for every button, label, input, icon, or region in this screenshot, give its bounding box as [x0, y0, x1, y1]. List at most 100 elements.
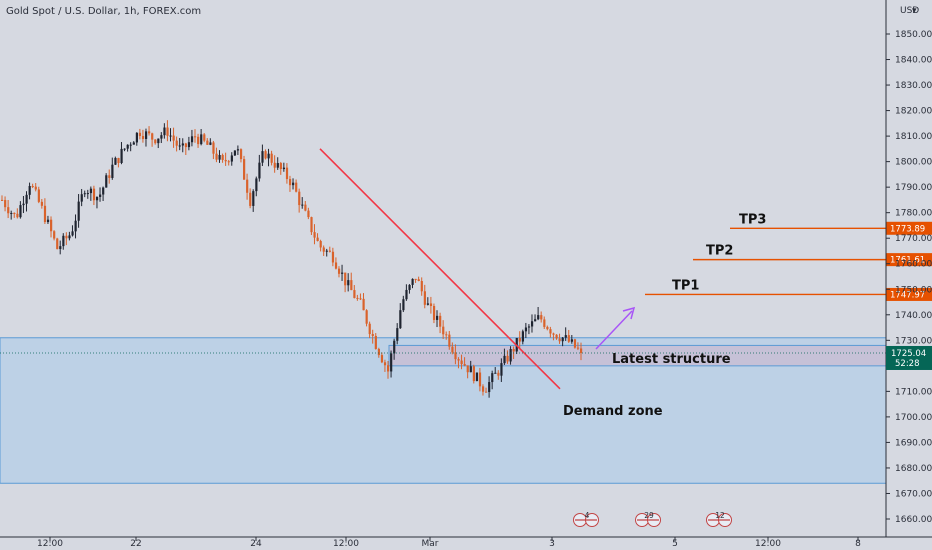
candle-body[interactable]: [573, 339, 577, 348]
candle-body[interactable]: [117, 157, 120, 163]
candle-body[interactable]: [530, 321, 534, 327]
candle-body[interactable]: [540, 315, 543, 320]
candle-body[interactable]: [221, 155, 224, 160]
candle-body[interactable]: [344, 272, 347, 286]
price-tick-label[interactable]: 1770.00: [895, 234, 932, 244]
candle-body[interactable]: [10, 212, 13, 214]
candle-body[interactable]: [509, 349, 512, 362]
candle-body[interactable]: [390, 353, 393, 372]
candle-body[interactable]: [184, 143, 188, 148]
candle-body[interactable]: [380, 355, 384, 363]
candle-body[interactable]: [549, 329, 552, 334]
candle-body[interactable]: [521, 331, 524, 342]
candle-body[interactable]: [31, 186, 34, 188]
candle-body[interactable]: [114, 157, 117, 165]
candle-body[interactable]: [491, 373, 494, 383]
price-tick-label[interactable]: 1700.00: [895, 413, 932, 423]
candle-body[interactable]: [273, 162, 276, 168]
candle-body[interactable]: [454, 352, 457, 360]
time-tick-label[interactable]: 22: [130, 539, 141, 549]
candle-body[interactable]: [555, 334, 558, 339]
price-tick-label[interactable]: 1850.00: [895, 30, 932, 40]
time-tick-label[interactable]: 8: [855, 539, 861, 549]
candle-body[interactable]: [132, 142, 135, 145]
candle-body[interactable]: [40, 201, 44, 206]
candle-body[interactable]: [108, 175, 111, 178]
time-tick-label[interactable]: 3: [549, 539, 555, 549]
economic-event-flag-icon[interactable]: 29: [635, 511, 661, 527]
candle-body[interactable]: [310, 217, 313, 233]
candle-body[interactable]: [203, 134, 206, 141]
candle-body[interactable]: [99, 194, 102, 197]
candle-body[interactable]: [337, 268, 341, 274]
price-tick-label[interactable]: 1670.00: [895, 489, 932, 499]
candle-body[interactable]: [322, 247, 325, 252]
candle-body[interactable]: [442, 326, 445, 335]
candle-body[interactable]: [436, 315, 439, 320]
candle-body[interactable]: [28, 186, 31, 195]
candle-body[interactable]: [279, 163, 282, 170]
candle-body[interactable]: [408, 284, 411, 290]
candle-body[interactable]: [71, 231, 74, 236]
candle-body[interactable]: [362, 298, 365, 311]
candle-body[interactable]: [534, 319, 537, 322]
candle-body[interactable]: [478, 372, 482, 387]
candle-body[interactable]: [439, 315, 442, 327]
candle-body[interactable]: [154, 139, 157, 144]
economic-event-flag-icon[interactable]: 4: [573, 511, 599, 527]
candle-body[interactable]: [148, 131, 151, 134]
candle-body[interactable]: [178, 145, 181, 147]
candle-body[interactable]: [313, 232, 316, 238]
candle-body[interactable]: [224, 159, 227, 162]
candle-body[interactable]: [543, 319, 546, 327]
price-tick-label[interactable]: 1820.00: [895, 107, 932, 117]
candle-body[interactable]: [252, 191, 255, 206]
candle-body[interactable]: [448, 334, 451, 347]
candle-body[interactable]: [371, 334, 374, 336]
candle-body[interactable]: [141, 135, 145, 139]
candle-body[interactable]: [282, 167, 286, 170]
time-tick-label[interactable]: 12:00: [37, 539, 63, 549]
candle-body[interactable]: [304, 204, 307, 211]
price-tick-label[interactable]: 1740.00: [895, 311, 932, 321]
candle-body[interactable]: [552, 333, 555, 335]
candle-body[interactable]: [429, 303, 433, 307]
candle-body[interactable]: [166, 127, 169, 136]
time-tick-label[interactable]: Mar: [422, 539, 439, 549]
candle-body[interactable]: [497, 372, 500, 376]
candle-body[interactable]: [445, 334, 448, 336]
currency-label[interactable]: USD: [900, 6, 919, 16]
candle-body[interactable]: [13, 212, 16, 214]
candle-body[interactable]: [500, 363, 503, 376]
candle-body[interactable]: [564, 335, 567, 338]
candle-body[interactable]: [4, 200, 7, 208]
candle-body[interactable]: [570, 339, 574, 342]
candle-body[interactable]: [270, 153, 273, 163]
candle-body[interactable]: [481, 386, 485, 392]
candle-body[interactable]: [307, 210, 310, 218]
price-tick-label[interactable]: 1730.00: [895, 336, 932, 346]
candle-body[interactable]: [264, 151, 267, 159]
candle-body[interactable]: [417, 279, 420, 282]
projection-arrow[interactable]: [595, 310, 633, 350]
candle-body[interactable]: [56, 238, 59, 250]
candle-body[interactable]: [102, 187, 105, 195]
candle-body[interactable]: [365, 310, 368, 324]
candle-body[interactable]: [255, 178, 258, 192]
candle-body[interactable]: [451, 346, 454, 353]
candle-body[interactable]: [7, 207, 10, 214]
candle-body[interactable]: [233, 150, 237, 156]
candle-body[interactable]: [512, 349, 515, 352]
candle-body[interactable]: [77, 201, 80, 221]
candle-body[interactable]: [494, 372, 497, 374]
candle-body[interactable]: [169, 135, 172, 137]
candle-body[interactable]: [432, 306, 436, 320]
candle-body[interactable]: [414, 278, 417, 280]
candle-body[interactable]: [239, 149, 243, 160]
time-tick-label[interactable]: 24: [250, 539, 262, 549]
candle-body[interactable]: [138, 132, 142, 136]
candle-body[interactable]: [65, 235, 68, 239]
candle-body[interactable]: [80, 194, 83, 202]
candle-body[interactable]: [561, 337, 564, 342]
